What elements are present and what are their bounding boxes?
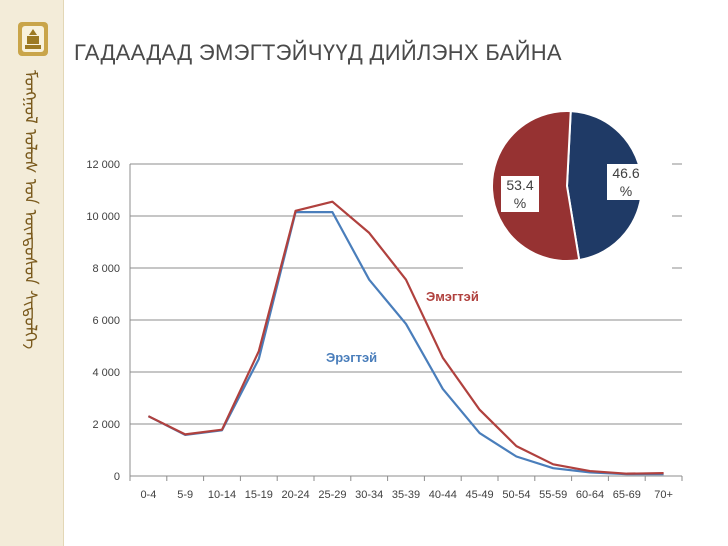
state-emblem-icon — [18, 22, 48, 56]
series-label-female: Эмэгтэй — [426, 289, 479, 304]
x-tick-label: 30-34 — [355, 489, 383, 501]
y-tick-label: 4 000 — [92, 367, 120, 379]
x-tick-label: 10-14 — [208, 489, 236, 501]
y-tick-label: 6 000 — [92, 315, 120, 327]
mongolian-script-text: ᠮᠣᠩᠭᠣᠯ ᠤᠯᠤᠰ ᠤᠨ ᠦᠨᠳᠦᠰᠦᠨ ᠰᠢᠳᠦᠯᠭᠡ — [23, 70, 40, 350]
x-tick-label: 40-44 — [429, 489, 457, 501]
series-line-female — [147, 200, 664, 475]
x-tick-label: 45-49 — [466, 489, 494, 501]
x-tick-label: 55-59 — [539, 489, 567, 501]
x-tick-label: 20-24 — [282, 489, 310, 501]
x-tick-label: 5-9 — [177, 489, 193, 501]
y-tick-label: 0 — [114, 471, 120, 483]
pie-label-male: 46.6 % — [607, 164, 645, 200]
x-tick-label: 15-19 — [245, 489, 273, 501]
series-line-male — [147, 211, 664, 476]
pie-label-male-text: 46.6 % — [612, 165, 640, 199]
pie-label-female: 53.4 % — [501, 176, 539, 212]
x-tick-label: 0-4 — [140, 489, 156, 501]
y-tick-label: 2 000 — [92, 419, 120, 431]
x-tick-label: 70+ — [654, 489, 673, 501]
x-tick-label: 65-69 — [613, 489, 641, 501]
sidebar-decoration: ᠮᠣᠩᠭᠣᠯ ᠤᠯᠤᠰ ᠤᠨ ᠦᠨᠳᠦᠰᠦᠨ ᠰᠢᠳᠦᠯᠭᠡ — [0, 0, 64, 546]
x-tick-label: 50-54 — [502, 489, 530, 501]
pie-chart-box: 53.4 % 46.6 % — [463, 101, 672, 271]
x-tick-label: 35-39 — [392, 489, 420, 501]
y-tick-label: 12 000 — [86, 159, 120, 171]
y-tick-label: 8 000 — [92, 263, 120, 275]
y-tick-label: 10 000 — [86, 211, 120, 223]
x-tick-label: 25-29 — [318, 489, 346, 501]
pie-label-female-text: 53.4 % — [506, 177, 534, 211]
slide-title: ГАДААДАД ЭМЭГТЭЙЧҮҮД ДИЙЛЭНХ БАЙНА — [74, 40, 562, 65]
series-label-male: Эрэгтэй — [326, 350, 378, 365]
x-tick-label: 60-64 — [576, 489, 604, 501]
sidebar-divider — [63, 0, 64, 546]
